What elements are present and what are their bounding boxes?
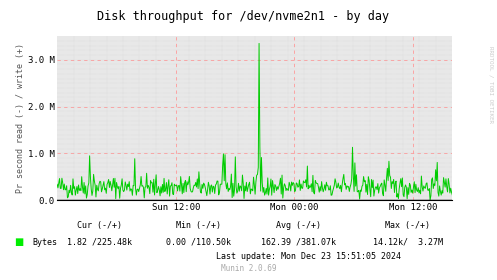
- Text: Last update: Mon Dec 23 15:51:05 2024: Last update: Mon Dec 23 15:51:05 2024: [216, 252, 401, 261]
- Text: 1.82 /225.48k: 1.82 /225.48k: [67, 238, 132, 247]
- Text: 0.00 /110.50k: 0.00 /110.50k: [166, 238, 231, 247]
- Text: RRDTOOL / TOBI OETIKER: RRDTOOL / TOBI OETIKER: [489, 45, 494, 123]
- Text: Munin 2.0.69: Munin 2.0.69: [221, 264, 276, 273]
- Text: Bytes: Bytes: [32, 238, 57, 247]
- Text: Avg (-/+): Avg (-/+): [276, 221, 321, 230]
- Text: Disk throughput for /dev/nvme2n1 - by day: Disk throughput for /dev/nvme2n1 - by da…: [97, 10, 390, 23]
- Text: Cur (-/+): Cur (-/+): [77, 221, 122, 230]
- Y-axis label: Pr second read (-) / write (+): Pr second read (-) / write (+): [16, 43, 25, 193]
- Text: Min (-/+): Min (-/+): [176, 221, 221, 230]
- Text: 14.12k/  3.27M: 14.12k/ 3.27M: [373, 238, 442, 247]
- Text: Max (-/+): Max (-/+): [385, 221, 430, 230]
- Text: 162.39 /381.07k: 162.39 /381.07k: [261, 238, 335, 247]
- Text: ■: ■: [14, 237, 23, 247]
